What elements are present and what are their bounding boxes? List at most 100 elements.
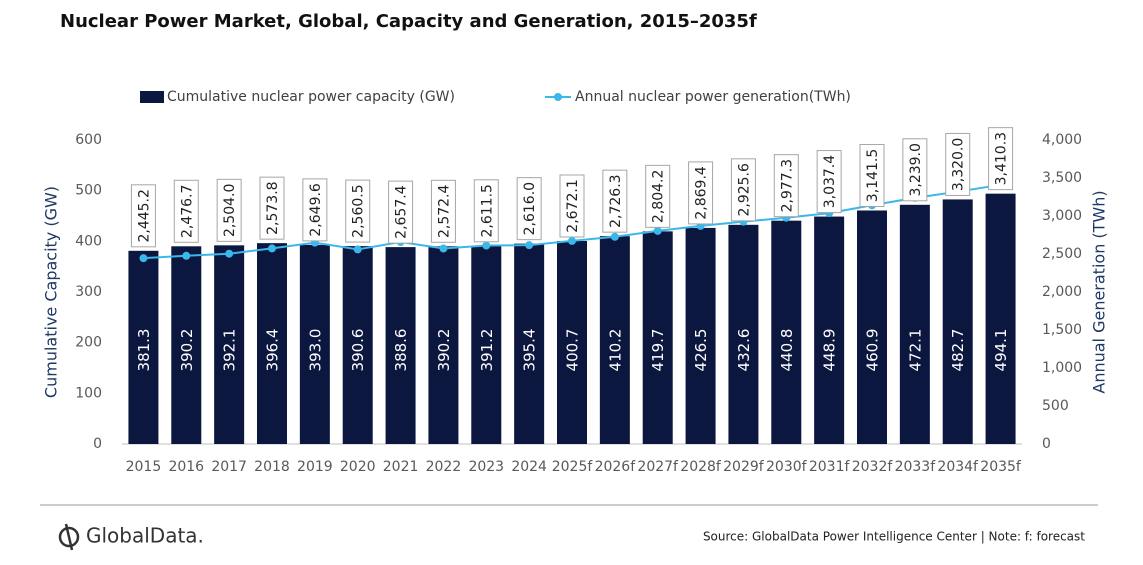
- line-value-label: 3,410.3: [994, 132, 1010, 185]
- bar: [171, 246, 202, 444]
- line-value-label: 2,445.2: [136, 189, 152, 242]
- label-box: [516, 177, 542, 241]
- y2-tick-label: 1,500: [1042, 322, 1082, 338]
- x-tick-label: 2022: [426, 459, 462, 475]
- line-value-label: 2,572.4: [436, 184, 452, 238]
- bar: [128, 250, 159, 444]
- bar-value-label: 494.1: [992, 329, 1010, 372]
- line-value-label: 3,037.4: [822, 155, 838, 209]
- x-tick-label: 2015: [126, 459, 162, 475]
- x-tick-label: 2035f: [980, 459, 1022, 475]
- x-tick-label: 2029f: [723, 459, 765, 475]
- y2-tick-label: 4,000: [1042, 132, 1082, 148]
- y-tick-label: 200: [75, 335, 102, 351]
- x-tick-label: 2026f: [595, 459, 637, 475]
- x-tick-label: 2018: [254, 459, 290, 475]
- y2-tick-label: 1,000: [1042, 360, 1082, 376]
- x-tick-label: 2027f: [637, 459, 679, 475]
- logo-stroke: [64, 523, 74, 551]
- line-marker: [139, 254, 148, 263]
- bar: [814, 216, 845, 444]
- bar: [728, 224, 759, 444]
- bar-value-label: 419.7: [649, 329, 667, 372]
- bar-value-label: 460.9: [864, 329, 882, 372]
- line-value-label: 2,476.7: [179, 185, 195, 238]
- legend-label: Annual nuclear power generation(TWh): [575, 89, 851, 105]
- x-tick-label: 2019: [297, 459, 333, 475]
- bar: [557, 240, 587, 444]
- line-value-label: 2,869.4: [694, 166, 710, 220]
- x-tick-label: 2017: [211, 459, 247, 475]
- label-box: [688, 161, 714, 225]
- legend-swatch: [140, 91, 164, 103]
- line-value-label: 2,649.6: [308, 183, 324, 237]
- line-value-label: 2,616.0: [522, 182, 538, 235]
- y2-tick-label: 3,500: [1042, 170, 1082, 186]
- label-box: [345, 179, 371, 243]
- bar: [514, 243, 545, 444]
- y-tick-label: 300: [75, 284, 102, 300]
- y-tick-label: 400: [75, 233, 102, 249]
- label-box: [216, 178, 242, 242]
- line-marker: [653, 226, 662, 235]
- y2-tick-label: 500: [1042, 398, 1069, 414]
- line-marker: [182, 251, 191, 260]
- bar-value-label: 472.1: [906, 329, 924, 372]
- bar: [299, 244, 330, 444]
- line-value-label: 2,611.5: [479, 184, 495, 237]
- line-marker: [525, 241, 534, 250]
- bar: [342, 246, 373, 444]
- line-value-label: 3,141.5: [865, 149, 881, 202]
- label-box: [302, 178, 328, 242]
- line-value-label: 2,560.5: [351, 184, 367, 237]
- bar: [257, 243, 287, 444]
- line-value-label: 2,804.2: [651, 170, 667, 223]
- bar: [642, 231, 673, 444]
- bar: [385, 247, 416, 444]
- bar: [599, 236, 630, 444]
- label-box: [816, 150, 842, 214]
- bar-value-label: 388.6: [392, 329, 410, 372]
- brand-logo: [58, 523, 80, 551]
- logo-icon: [58, 526, 80, 548]
- label-box: [473, 179, 499, 243]
- line-value-label: 2,573.8: [265, 181, 281, 234]
- label-box: [730, 158, 756, 222]
- bar: [771, 220, 802, 444]
- y-axis-title: Cumulative Capacity (GW): [42, 186, 61, 398]
- x-tick-label: 2032f: [852, 459, 894, 475]
- x-tick-label: 2024: [511, 459, 547, 475]
- line-value-label: 2,726.3: [608, 174, 624, 227]
- brand-name: GlobalData.: [86, 524, 204, 548]
- y-tick-label: 0: [93, 436, 102, 452]
- y-tick-label: 600: [75, 132, 102, 148]
- label-box: [130, 184, 156, 248]
- label-box: [559, 174, 585, 238]
- label-box: [645, 164, 671, 228]
- line-value-label: 2,925.6: [736, 163, 752, 217]
- bar: [857, 210, 887, 444]
- y-tick-label: 500: [75, 183, 102, 199]
- line-marker: [268, 244, 276, 253]
- line-value-label: 2,672.1: [565, 179, 581, 232]
- legend-marker: [554, 93, 562, 101]
- bar-value-label: 440.8: [778, 329, 796, 372]
- bar-value-label: 400.7: [564, 329, 582, 372]
- line-marker: [482, 241, 491, 250]
- label-box: [773, 154, 799, 218]
- bar-value-label: 381.3: [135, 329, 153, 372]
- y2-tick-label: 2,500: [1042, 246, 1082, 262]
- bar-value-label: 396.4: [264, 329, 282, 372]
- x-tick-label: 2028f: [680, 459, 722, 475]
- x-tick-label: 2020: [340, 459, 376, 475]
- line-value-label: 3,239.0: [908, 143, 924, 196]
- y-tick-label: 100: [75, 385, 102, 401]
- label-box: [859, 143, 885, 207]
- bar-value-label: 448.9: [821, 329, 839, 372]
- y2-tick-label: 3,000: [1042, 208, 1082, 224]
- label-box: [259, 176, 285, 240]
- bar: [428, 246, 459, 444]
- line-marker: [568, 236, 576, 245]
- line-marker: [225, 249, 234, 258]
